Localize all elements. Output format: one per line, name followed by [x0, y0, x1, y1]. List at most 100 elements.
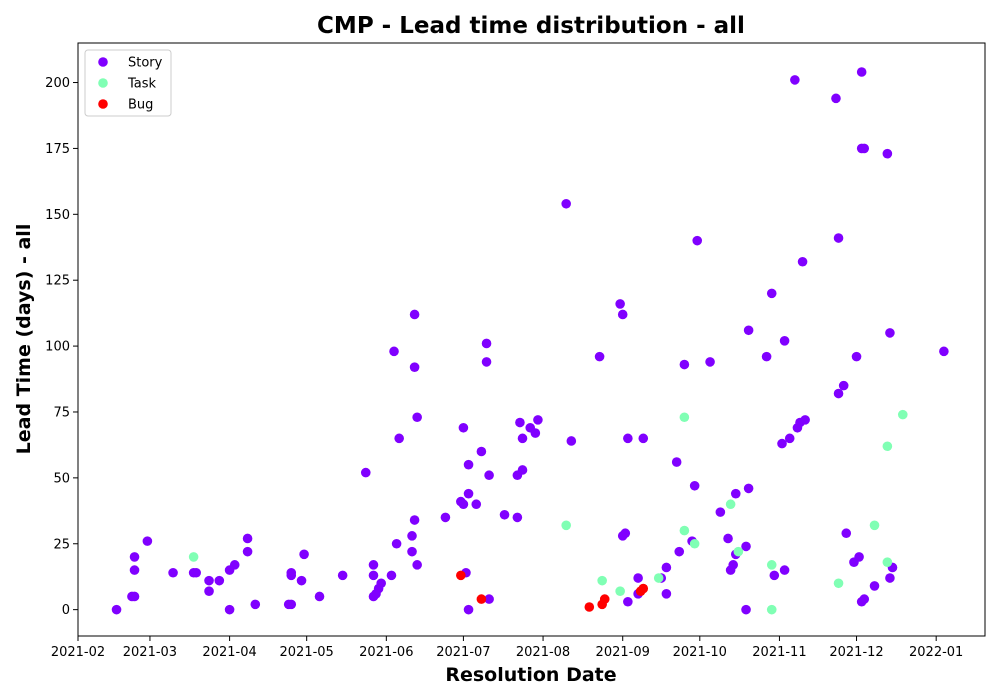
story-point [517, 465, 528, 475]
story-point [689, 480, 700, 491]
story-point [484, 470, 494, 481]
task-point [615, 586, 625, 596]
legend-marker-bug [98, 99, 108, 109]
story-point [779, 336, 790, 346]
story-point [674, 546, 685, 557]
story-point [314, 591, 325, 602]
story-point [204, 586, 214, 596]
story-point [214, 575, 225, 586]
story-point [851, 351, 862, 362]
story-point [463, 604, 474, 615]
story-point [242, 533, 253, 544]
story-point [512, 512, 523, 523]
story-point [566, 436, 577, 446]
legend-label-bug: Bug [128, 98, 153, 113]
story-point [800, 415, 810, 425]
legend-box [84, 49, 172, 117]
y-tick-label: 50 [53, 471, 70, 486]
story-point [833, 233, 844, 243]
task-point [733, 546, 744, 557]
story-point [679, 359, 690, 370]
story-point [389, 346, 399, 357]
x-tick-label: 2022-01 [909, 645, 963, 660]
story-point [617, 309, 628, 320]
story-point [129, 552, 140, 562]
story-point [620, 528, 631, 539]
task-point [833, 578, 844, 589]
story-point [191, 567, 201, 578]
x-tick-label: 2021-08 [516, 645, 570, 660]
story-point [368, 560, 379, 570]
story-point [409, 362, 420, 372]
x-axis-ticks: 2021-02 2021-03 2021-04 2021-05 2021-06 2021-… [51, 636, 963, 660]
story-point [730, 488, 741, 499]
story-point [623, 596, 633, 607]
story-point [784, 433, 795, 444]
chart-title: CMP - Lead time distribution - all [317, 13, 745, 39]
story-point [484, 594, 494, 604]
legend-item-bug: Bug [98, 98, 153, 113]
story-point [129, 591, 140, 602]
story-point [859, 143, 870, 154]
story-point [777, 438, 787, 449]
task-point [766, 604, 777, 615]
story-point [854, 552, 864, 562]
story-point [458, 422, 469, 433]
story-point [517, 433, 528, 444]
x-tick-label: 2021-11 [752, 645, 806, 660]
task-point [897, 409, 908, 420]
legend-item-story: Story [98, 56, 163, 71]
task-point [766, 560, 777, 570]
story-point [229, 560, 240, 570]
story-point [296, 575, 307, 586]
story-point [761, 351, 772, 362]
y-tick-label: 75 [53, 405, 70, 420]
y-tick-label: 100 [45, 340, 70, 355]
story-point [743, 325, 754, 336]
series-task [188, 409, 908, 615]
story-point [594, 351, 605, 362]
story-point [671, 457, 682, 467]
story-point [728, 560, 738, 570]
story-point [856, 67, 867, 77]
story-point [869, 581, 880, 591]
y-tick-label: 125 [45, 274, 70, 289]
story-point [723, 533, 733, 544]
task-point [597, 575, 607, 586]
legend-marker-story [98, 57, 108, 67]
story-point [391, 538, 402, 549]
story-point [409, 309, 420, 320]
story-point [741, 541, 751, 552]
y-axis-ticks: 0 25 50 75 100 125 150 175 200 [45, 76, 78, 618]
story-point [204, 575, 214, 586]
story-point [412, 560, 422, 570]
story-point [561, 198, 571, 209]
x-tick-label: 2021-02 [51, 645, 105, 660]
bug-point [476, 594, 487, 604]
story-point [766, 288, 777, 299]
y-tick-label: 150 [45, 208, 70, 223]
series-bug [456, 570, 649, 612]
y-tick-label: 25 [53, 537, 70, 552]
story-point [458, 499, 469, 510]
story-point [242, 546, 253, 557]
story-point [481, 357, 492, 367]
story-point [407, 546, 417, 557]
y-axis-label: Lead Time (days) - all [13, 224, 35, 455]
story-point [299, 549, 309, 560]
story-point [533, 415, 543, 425]
story-point [939, 346, 949, 357]
story-point [885, 573, 895, 583]
story-point [515, 417, 525, 428]
story-point [407, 531, 417, 541]
task-point [679, 412, 690, 423]
task-point [679, 525, 690, 536]
story-point [412, 412, 422, 423]
story-point [638, 433, 649, 444]
story-point [168, 567, 178, 578]
story-point [471, 499, 482, 510]
story-point [790, 75, 800, 85]
story-point [615, 299, 625, 309]
legend-item-task: Task [98, 77, 157, 92]
story-point [769, 570, 780, 581]
